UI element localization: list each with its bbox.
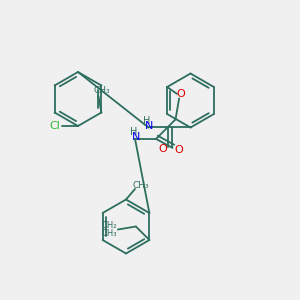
Text: CH₃: CH₃ (102, 229, 117, 238)
Text: O: O (158, 144, 167, 154)
Text: CH₃: CH₃ (133, 182, 149, 190)
Text: N: N (145, 121, 153, 131)
Text: CH₂: CH₂ (102, 221, 117, 230)
Text: Cl: Cl (50, 121, 60, 131)
Text: H: H (130, 127, 137, 137)
Text: O: O (176, 89, 185, 99)
Text: O: O (175, 145, 184, 155)
Text: H: H (143, 116, 151, 126)
Text: N: N (131, 132, 140, 142)
Text: CH₃: CH₃ (93, 86, 110, 95)
